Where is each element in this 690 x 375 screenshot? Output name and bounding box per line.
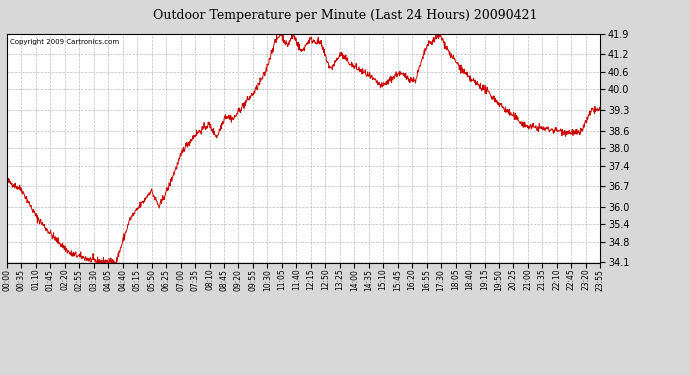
Text: Outdoor Temperature per Minute (Last 24 Hours) 20090421: Outdoor Temperature per Minute (Last 24 … — [152, 9, 538, 22]
Text: Copyright 2009 Cartronics.com: Copyright 2009 Cartronics.com — [10, 39, 119, 45]
